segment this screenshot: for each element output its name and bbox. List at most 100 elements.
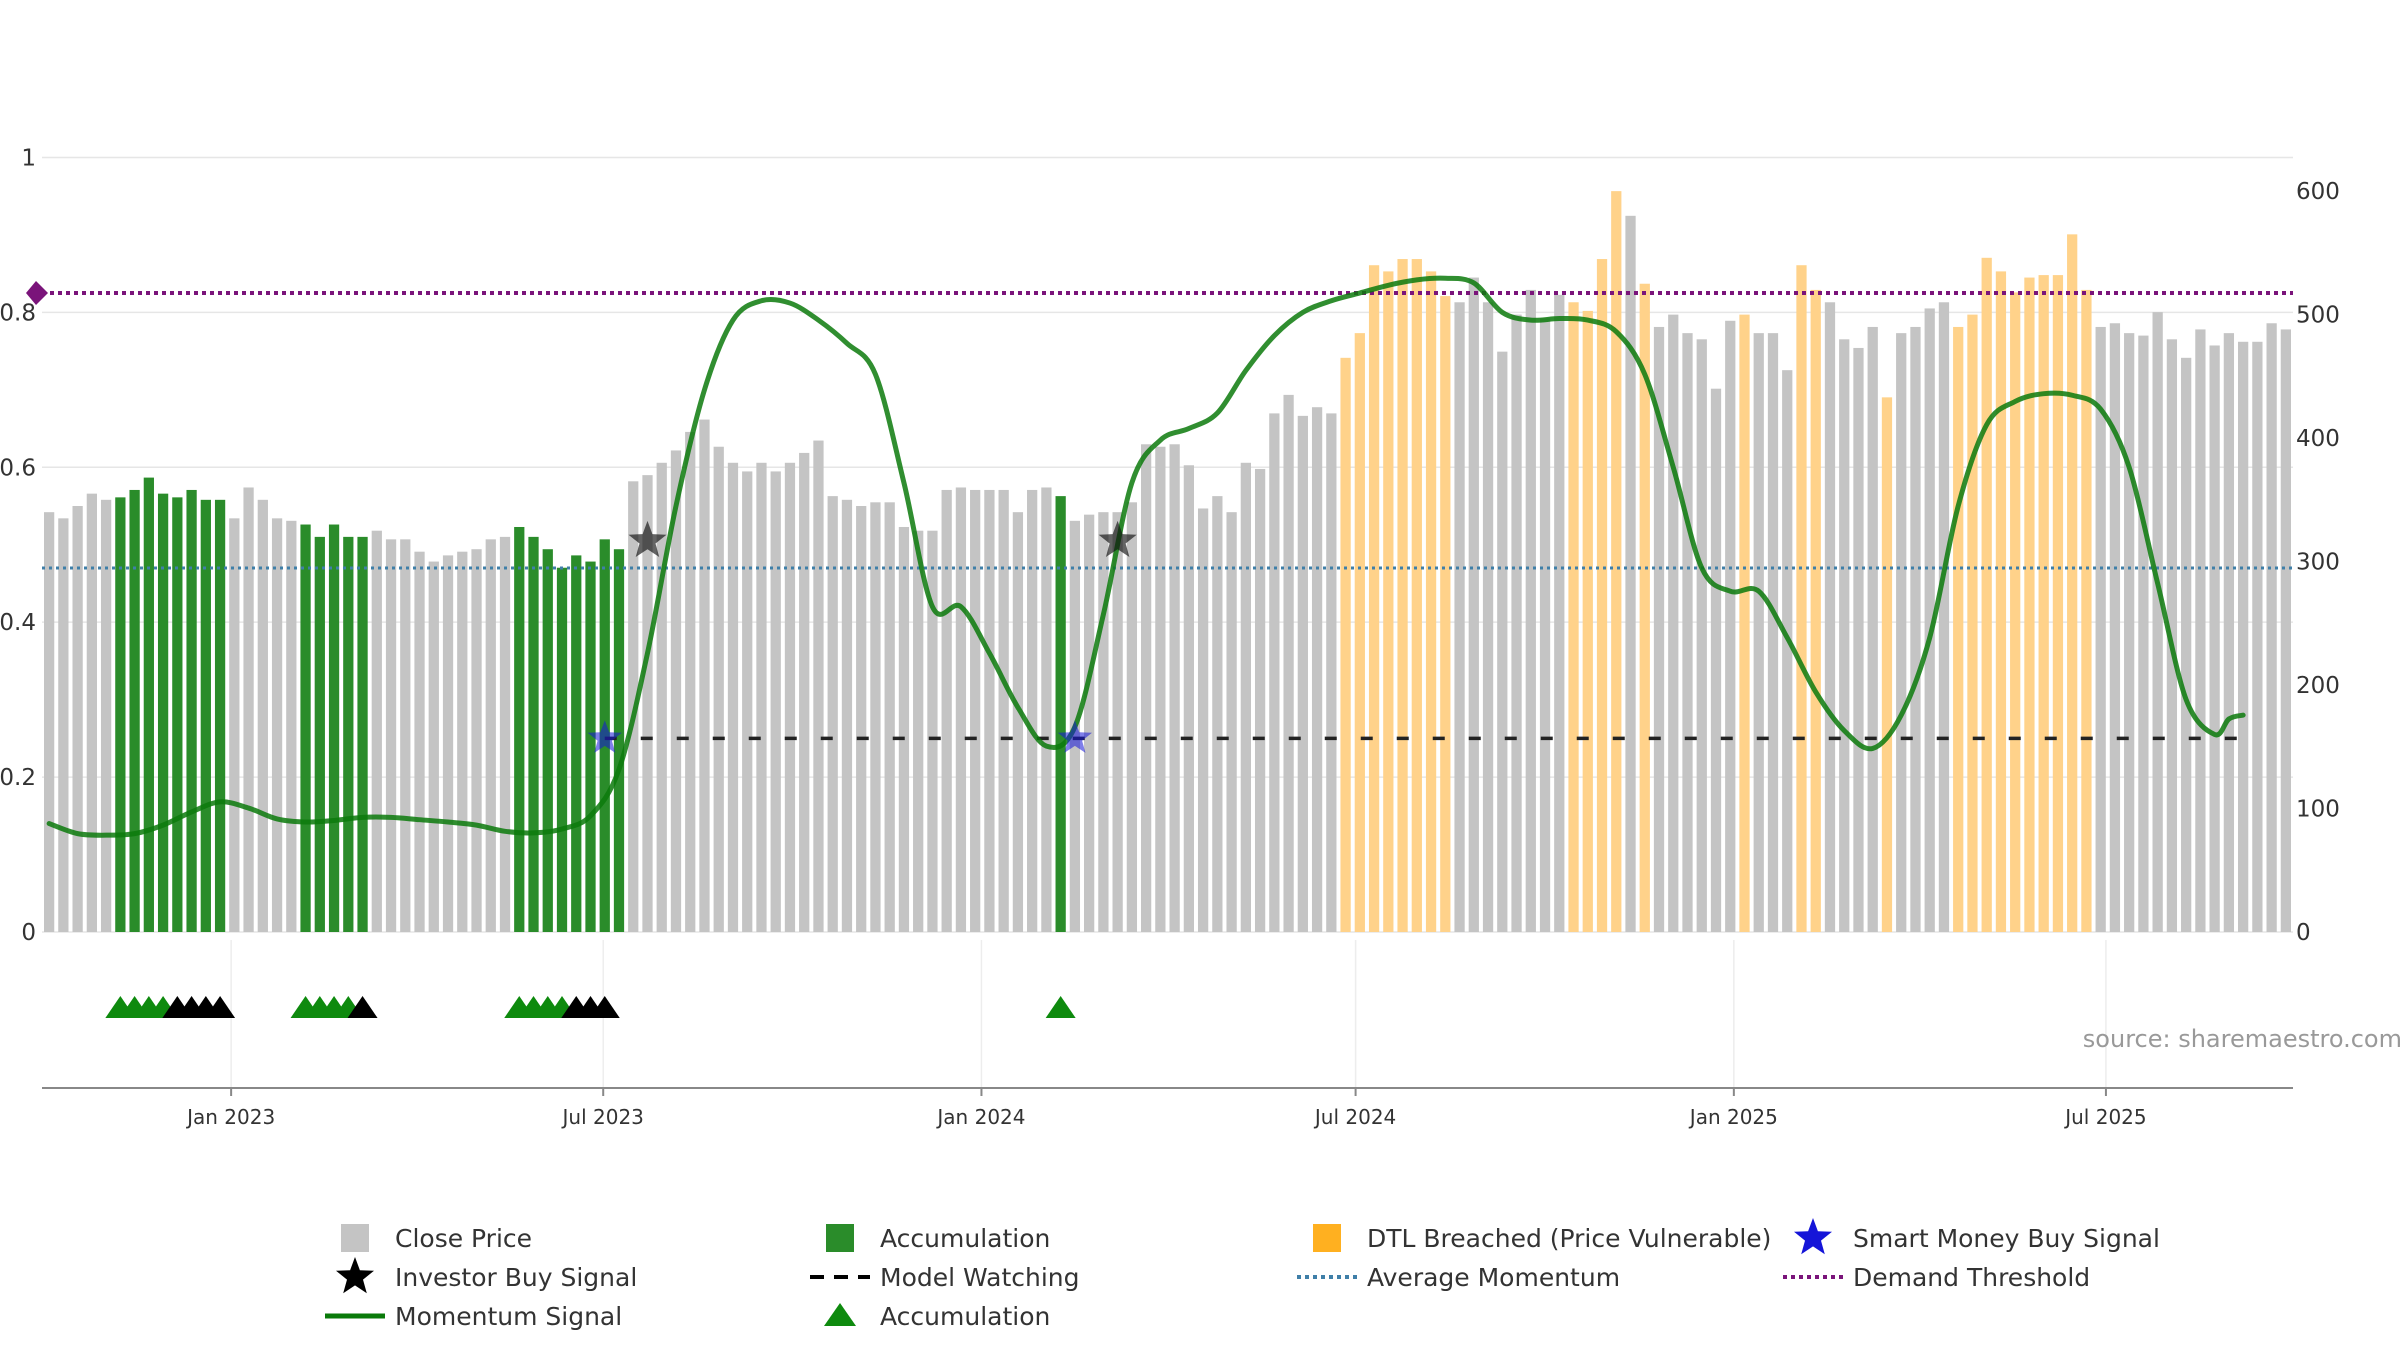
left-axis-tick-label: 0.6 — [0, 455, 36, 481]
close-price-bar — [1497, 351, 1508, 932]
accumulation-bar — [514, 526, 525, 932]
close-price-bar — [756, 462, 767, 932]
dtl-breached-bar — [1582, 310, 1593, 932]
accumulation-bar — [1055, 496, 1066, 932]
accumulation-triangle-marker — [589, 996, 620, 1018]
gray-square-icon — [341, 1224, 369, 1252]
legend-item: Demand Threshold — [1783, 1263, 2090, 1292]
close-price-bar — [955, 487, 967, 932]
close-price-bar — [499, 536, 511, 932]
close-price-bar — [1482, 302, 1494, 932]
close-price-bar — [2238, 341, 2249, 932]
close-price-bar — [1468, 277, 1479, 933]
accumulation-bar — [528, 536, 539, 932]
legend-item: Accumulation — [824, 1302, 1050, 1331]
legend-label: Accumulation — [880, 1302, 1050, 1331]
dtl-breached-bar — [1596, 259, 1608, 933]
accumulation-bar — [542, 549, 553, 932]
close-price-bar — [1311, 407, 1323, 932]
close-price-bar — [856, 506, 867, 932]
dtl-breached-bar — [1383, 271, 1394, 932]
legend-item: Close Price — [341, 1224, 532, 1253]
close-price-bar — [1155, 446, 1166, 932]
close-price-bar — [870, 502, 881, 932]
close-price-bar — [1896, 333, 1907, 932]
close-price-bar — [1924, 308, 1935, 932]
close-price-bar — [827, 496, 838, 932]
legend-label: DTL Breached (Price Vulnerable) — [1367, 1224, 1771, 1253]
x-axis-tick-label: Jan 2025 — [1688, 1105, 1778, 1129]
close-price-bar — [713, 446, 724, 932]
signal-markers-layer — [587, 520, 1137, 753]
close-price-bar — [1725, 320, 1736, 933]
close-price-bar — [43, 512, 55, 932]
left-axis-tick-label: 0.4 — [0, 610, 36, 636]
legend-label: Accumulation — [880, 1224, 1050, 1253]
orange-square-icon — [1313, 1224, 1341, 1252]
close-price-bar — [1226, 512, 1237, 932]
close-price-bar — [699, 419, 710, 933]
accumulation-bar — [556, 567, 568, 932]
axes-layer: 0 0.2 0.4 0.6 0.8 1 0 100 200 300 400 500 600 Jan 202… — [0, 145, 2340, 1129]
close-price-bar — [485, 539, 496, 932]
close-price-bar — [243, 487, 254, 932]
close-price-bar — [2266, 323, 2277, 932]
price-bars-layer — [43, 191, 2292, 933]
x-axis-tick-label: Jan 2024 — [935, 1105, 1025, 1129]
close-price-bar — [984, 489, 995, 932]
close-price-bar — [1183, 465, 1194, 932]
dtl-breached-bar — [1397, 259, 1408, 933]
close-price-bar — [1084, 514, 1095, 932]
dtl-breached-bar — [1739, 314, 1750, 932]
close-price-bar — [884, 502, 895, 932]
close-price-bar — [2095, 326, 2106, 932]
accumulation-triangle-marker — [347, 996, 378, 1018]
accumulation-bar — [328, 524, 340, 932]
smart-money-buy-star — [1057, 720, 1092, 753]
close-price-bar — [2209, 345, 2220, 932]
right-axis-tick-label: 100 — [2296, 797, 2340, 823]
close-price-bar — [1625, 215, 1636, 933]
close-price-bar — [998, 489, 1009, 932]
close-price-bar — [286, 520, 297, 932]
close-price-bar — [927, 530, 938, 932]
left-axis-tick-label: 0.2 — [0, 765, 36, 791]
close-price-bar — [1454, 302, 1465, 932]
close-price-bar — [1169, 444, 1180, 932]
close-price-bar — [1938, 302, 1950, 932]
close-price-bar — [770, 471, 781, 932]
right-axis-tick-label: 500 — [2296, 303, 2340, 329]
accumulation-bar — [157, 493, 169, 932]
watermark: source: sharemaestro.com — [2083, 1025, 2400, 1053]
close-price-bar — [898, 526, 910, 932]
close-price-bar — [1197, 508, 1209, 932]
x-axis-tick-label: Jul 2025 — [2063, 1105, 2146, 1129]
close-price-bar — [1511, 314, 1522, 932]
close-price-bar — [2223, 333, 2235, 932]
close-price-bar — [2124, 333, 2135, 932]
close-price-bar — [1653, 326, 1665, 932]
close-price-bar — [970, 489, 981, 932]
close-price-bar — [1710, 388, 1722, 932]
accumulation-bar — [143, 477, 154, 932]
green-square-icon — [826, 1224, 854, 1252]
dtl-breached-bar — [1411, 259, 1422, 933]
blue-star-icon — [1794, 1218, 1832, 1255]
accumulation-bar — [300, 524, 311, 932]
close-price-bar — [1126, 502, 1138, 932]
dtl-breached-bar — [1953, 326, 1964, 932]
accumulation-bar — [571, 555, 582, 932]
close-price-bar — [1554, 294, 1565, 932]
right-axis-tick-label: 0 — [2296, 920, 2311, 946]
close-price-bar — [100, 499, 112, 932]
left-axis-tick-label: 1 — [21, 145, 36, 171]
legend-label: Demand Threshold — [1853, 1263, 2090, 1292]
legend-label: Investor Buy Signal — [395, 1263, 637, 1292]
dtl-breached-bar — [1981, 257, 1992, 932]
close-price-bar — [913, 530, 924, 932]
smart-money-buy-star — [587, 720, 622, 753]
close-price-bar — [1254, 468, 1266, 932]
right-axis-tick-label: 400 — [2296, 426, 2340, 452]
close-price-bar — [742, 471, 753, 932]
